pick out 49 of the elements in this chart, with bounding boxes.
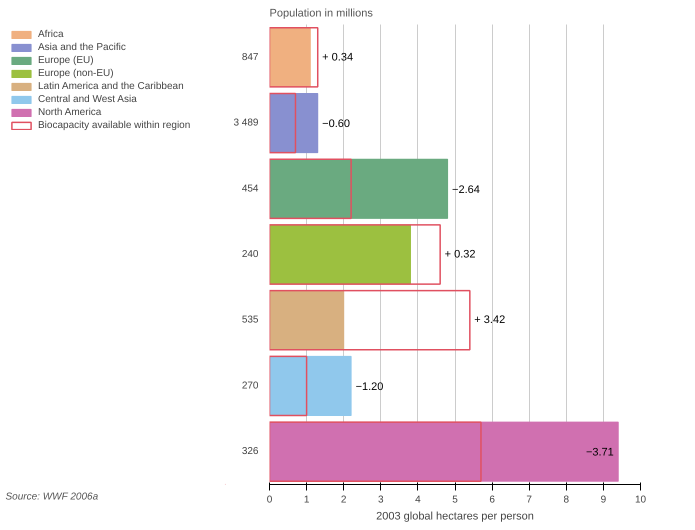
legend-label: North America <box>38 106 102 118</box>
x-tick-label: 0 <box>266 494 273 506</box>
x-tick-label: 1 <box>304 494 310 506</box>
x-tick-label: 8 <box>564 494 570 506</box>
y-tick-label: 240 <box>242 249 259 260</box>
bar <box>270 158 352 220</box>
x-tick-label: 4 <box>415 494 422 506</box>
annotation: + 0.32 <box>444 248 476 260</box>
y-tick-label: 270 <box>242 380 259 392</box>
x-tick-label: 6 <box>489 494 496 506</box>
bar <box>270 290 344 350</box>
legend-label: Latin America and the Caribbean <box>38 80 184 92</box>
bar <box>270 92 296 154</box>
bar <box>270 224 411 285</box>
legend-label: Africa <box>38 28 64 40</box>
source-note: Source: WWF 2006a <box>6 492 99 502</box>
bar <box>270 356 308 416</box>
annotation: + 0.34 <box>322 51 354 64</box>
legend-label: Europe (EU) <box>38 54 94 66</box>
annotation: + 3.42 <box>474 314 506 326</box>
legend-label: Europe (non-EU) <box>38 67 114 79</box>
y-tick-label: 454 <box>242 183 259 194</box>
annotation: −0.60 <box>322 118 350 130</box>
annotation: −2.64 <box>452 184 480 196</box>
y-axis-title: Population in millions <box>270 8 374 20</box>
x-tick-label: 2 <box>340 494 347 506</box>
x-tick-label: 10 <box>634 494 646 506</box>
x-axis-title: 2003 global hectares per person <box>376 510 534 522</box>
y-tick-label: 535 <box>242 314 259 326</box>
bar <box>270 356 352 416</box>
legend-label: Central and West Asia <box>38 93 137 105</box>
legend-label: Asia and the Pacific <box>38 41 126 53</box>
annotation: −3.71 <box>586 446 614 459</box>
legend-label: Biocapacity available within region <box>38 119 190 131</box>
bar <box>270 27 318 88</box>
bar <box>270 224 441 285</box>
annotation: −1.20 <box>356 380 384 393</box>
y-tick-label: 326 <box>242 446 259 458</box>
bar <box>270 158 448 219</box>
x-tick-label: 9 <box>600 494 607 506</box>
bar <box>270 421 482 482</box>
x-tick-label: 3 <box>378 494 384 506</box>
x-tick-label: 7 <box>526 494 532 506</box>
bar <box>270 422 619 482</box>
y-tick-label: 847 <box>242 52 259 63</box>
y-tick-label: 3 489 <box>233 118 259 129</box>
bar <box>270 290 471 351</box>
x-tick-label: 5 <box>452 494 458 506</box>
bar <box>270 93 318 154</box>
